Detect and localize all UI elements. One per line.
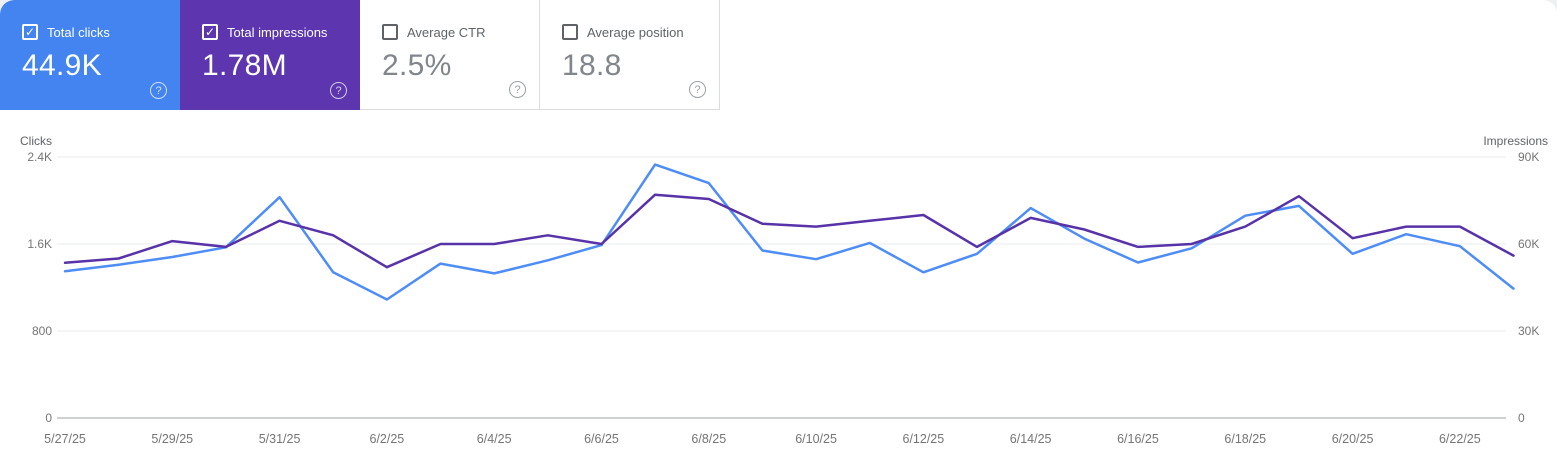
card-header: ✓ Total clicks <box>22 24 180 40</box>
total-clicks-checkbox[interactable]: ✓ <box>22 24 38 40</box>
x-axis-tick: 6/2/25 <box>370 432 405 446</box>
help-icon[interactable]: ? <box>689 81 706 98</box>
x-axis-tick: 6/14/25 <box>1010 432 1052 446</box>
metric-card-total-clicks[interactable]: ✓ Total clicks 44.9K ? <box>0 0 180 110</box>
total-clicks-value: 44.9K <box>22 49 102 82</box>
help-icon[interactable]: ? <box>330 82 347 99</box>
x-axis-tick: 6/6/25 <box>584 432 619 446</box>
card-header: ✓ Average CTR <box>382 24 539 40</box>
clicks-impressions-line-chart[interactable]: 0 0 800 30K 1.6K 60K 2.4K 90K Clicks Impressions 5… <box>0 125 1557 471</box>
card-label: Average CTR <box>407 24 486 40</box>
x-axis-tick: 6/20/25 <box>1332 432 1374 446</box>
right-axis-tick: 60K <box>1518 237 1539 251</box>
card-label: Total impressions <box>227 24 328 40</box>
x-axis-tick: 6/16/25 <box>1117 432 1159 446</box>
checkmark-icon: ✓ <box>565 26 575 38</box>
x-axis-tick: 6/12/25 <box>903 432 945 446</box>
x-axis-tick: 5/29/25 <box>151 432 193 446</box>
average-ctr-value: 2.5% <box>382 49 452 82</box>
average-position-checkbox[interactable]: ✓ <box>562 24 578 40</box>
help-icon[interactable]: ? <box>509 81 526 98</box>
x-axis-tick: 5/31/25 <box>259 432 301 446</box>
card-label: Average position <box>587 24 684 40</box>
right-axis-tick: 90K <box>1518 150 1539 164</box>
total-impressions-checkbox[interactable]: ✓ <box>202 24 218 40</box>
right-axis-tick: 0 <box>1518 411 1525 425</box>
card-label: Total clicks <box>47 24 110 40</box>
x-axis-tick: 6/10/25 <box>795 432 837 446</box>
right-axis-tick: 30K <box>1518 324 1539 338</box>
card-header: ✓ Average position <box>562 24 719 40</box>
metric-card-average-ctr[interactable]: ✓ Average CTR 2.5% ? <box>360 0 540 110</box>
metric-card-average-position[interactable]: ✓ Average position 18.8 ? <box>540 0 720 110</box>
left-axis-tick: 800 <box>32 324 52 338</box>
performance-chart[interactable]: 0 0 800 30K 1.6K 60K 2.4K 90K Clicks Impressions 5… <box>0 125 1557 471</box>
x-axis-tick: 6/22/25 <box>1439 432 1481 446</box>
x-axis-tick: 6/8/25 <box>691 432 726 446</box>
left-axis-tick: 1.6K <box>27 237 52 251</box>
left-axis-title: Clicks <box>20 134 52 148</box>
checkmark-icon: ✓ <box>24 25 36 39</box>
x-axis-tick: 6/4/25 <box>477 432 512 446</box>
impressions-line[interactable] <box>63 193 1515 269</box>
checkmark-icon: ✓ <box>204 25 216 39</box>
total-impressions-value: 1.78M <box>202 49 287 82</box>
x-axis-tick: 5/27/25 <box>44 432 86 446</box>
checkmark-icon: ✓ <box>385 26 395 38</box>
left-axis-tick: 2.4K <box>27 150 52 164</box>
clicks-line[interactable] <box>63 163 1515 301</box>
average-position-value: 18.8 <box>562 49 622 82</box>
help-icon[interactable]: ? <box>150 82 167 99</box>
x-axis-tick: 6/18/25 <box>1224 432 1266 446</box>
metric-card-total-impressions[interactable]: ✓ Total impressions 1.78M ? <box>180 0 360 110</box>
left-axis-tick: 0 <box>45 411 52 425</box>
card-header: ✓ Total impressions <box>202 24 360 40</box>
metric-cards-row: ✓ Total clicks 44.9K ? ✓ Total impressio… <box>0 0 1557 110</box>
right-axis-title: Impressions <box>1483 134 1548 148</box>
average-ctr-checkbox[interactable]: ✓ <box>382 24 398 40</box>
